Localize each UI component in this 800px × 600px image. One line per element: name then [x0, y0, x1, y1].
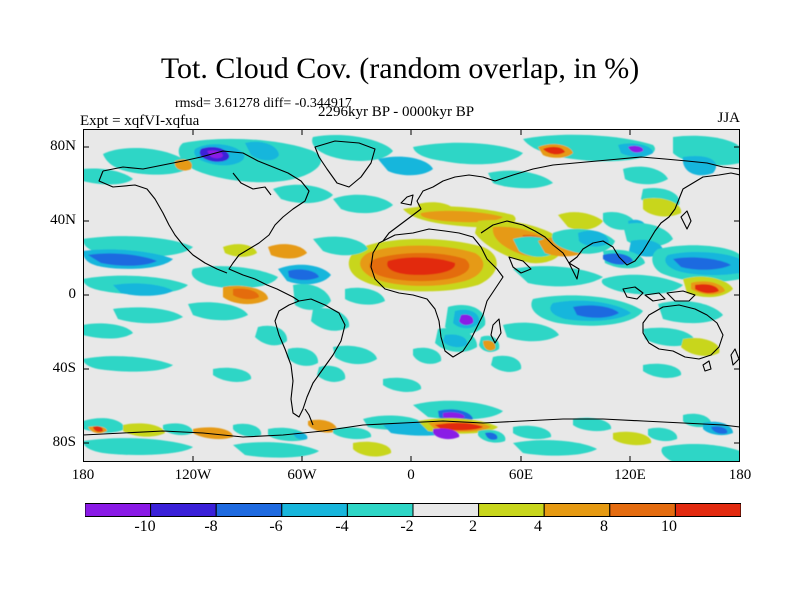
x-tick-180e: 180 [728, 467, 752, 483]
axis-ticks [83, 129, 740, 462]
colorbar-label-2: 2 [469, 518, 477, 535]
y-tick-40s: 40S [52, 360, 76, 376]
x-tick-120w: 120W [174, 467, 212, 483]
colorbar-box-0 [85, 503, 152, 517]
colorbar-label-4: 4 [534, 518, 542, 535]
colorbar-label-m10: -10 [134, 518, 156, 535]
x-tick-0: 0 [407, 467, 415, 483]
colorbar-box-2 [215, 503, 283, 517]
rmsd-diff-stats: rmsd= 3.61278 diff= -0.344917 [175, 96, 352, 111]
coastlines [83, 140, 740, 438]
experiment-label: Expt = xqfVI-xqfua [80, 113, 200, 129]
map-title: Tot. Cloud Cov. (random overlap, in %) [160, 52, 640, 85]
colorbar-label-m6: -6 [269, 518, 283, 535]
season-label: JJA [717, 110, 740, 126]
colorbar-box-9 [674, 503, 741, 517]
colorbar-box-7 [543, 503, 611, 517]
y-tick-0: 0 [68, 286, 77, 302]
x-tick-120e: 120E [614, 467, 646, 483]
colorbar-box-4 [346, 503, 414, 517]
y-tick-80s: 80S [52, 434, 76, 450]
y-tick-80n: 80N [50, 138, 76, 154]
anomaly-shading [83, 134, 740, 462]
colorbar-label-m2: -2 [400, 518, 414, 535]
colorbar-box-5 [412, 503, 480, 517]
x-tick-60e: 60E [508, 467, 534, 483]
colorbar-label-10: 10 [661, 518, 677, 535]
map-background [83, 129, 740, 462]
x-tick-60w: 60W [287, 467, 317, 483]
colorbar-box-6 [478, 503, 545, 517]
x-tick-180w: 180 [71, 467, 95, 483]
colorbar-box-3 [281, 503, 348, 517]
colorbar-label-8: 8 [600, 518, 608, 535]
colorbar-label-m8: -8 [204, 518, 218, 535]
period-label: 2296kyr BP - 0000kyr BP [318, 104, 475, 120]
colorbar-box-8 [609, 503, 676, 517]
colorbar-label-m4: -4 [335, 518, 349, 535]
colorbar-box-1 [150, 503, 217, 517]
colorbar [85, 503, 741, 517]
cloud-cover-map [83, 129, 740, 462]
y-tick-40n: 40N [50, 212, 76, 228]
